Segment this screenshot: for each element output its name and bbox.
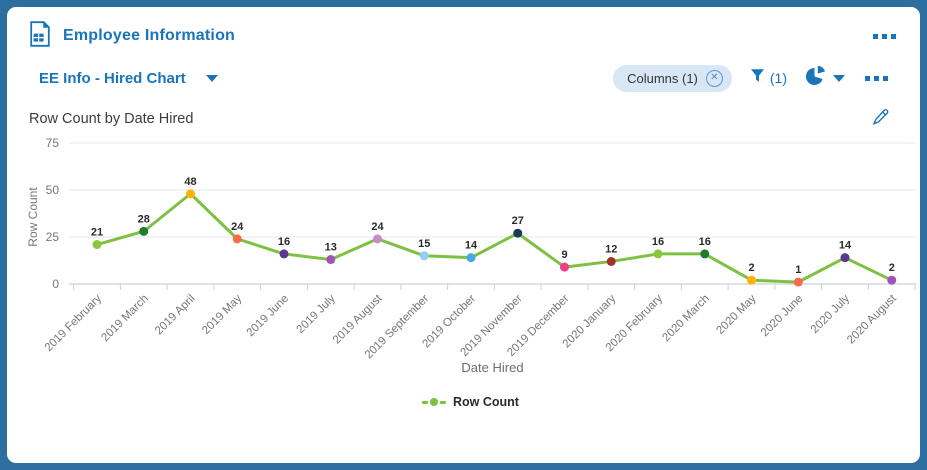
data-point-label: 48 [184, 176, 196, 188]
x-tick-label: 2019 May [200, 292, 244, 336]
data-point-label: 14 [839, 240, 852, 252]
y-tick-label: 75 [46, 136, 60, 150]
series-line [95, 192, 894, 284]
data-point[interactable] [560, 262, 569, 272]
data-point[interactable] [139, 226, 149, 236]
data-point-label: 24 [371, 221, 384, 233]
chevron-down-icon [205, 74, 218, 82]
data-point[interactable] [373, 234, 382, 244]
view-selector-label: EE Info - Hired Chart [39, 69, 186, 87]
data-point-label: 21 [91, 227, 103, 239]
data-point[interactable] [606, 256, 616, 266]
x-tick-label: 2020 August [845, 292, 899, 346]
y-axis-title: Row Count [26, 187, 40, 247]
legend-marker-icon [422, 398, 447, 406]
circle-x-icon[interactable]: ✕ [705, 69, 723, 87]
y-tick-label: 25 [46, 230, 60, 244]
data-point-label: 12 [605, 243, 617, 255]
data-point-label: 28 [138, 213, 150, 225]
filter-button[interactable]: (1) [750, 68, 787, 88]
data-point[interactable] [793, 277, 803, 287]
ellipsis-menu-icon[interactable] [871, 30, 898, 43]
x-tick-label: 2020 May [714, 292, 758, 336]
report-document-icon [29, 20, 51, 52]
x-tick-label: 2019 March [99, 293, 150, 344]
data-point[interactable] [419, 251, 429, 261]
columns-pill-label: Columns (1) [627, 70, 698, 86]
data-point-label: 2 [889, 262, 895, 274]
view-selector-dropdown[interactable]: EE Info - Hired Chart [39, 70, 218, 87]
data-point[interactable] [887, 275, 897, 285]
data-point-label: 27 [512, 215, 524, 227]
data-point[interactable] [840, 253, 850, 263]
data-point[interactable] [513, 228, 523, 238]
data-point[interactable] [747, 275, 756, 285]
data-point-label: 14 [465, 240, 478, 252]
x-tick-label: 2019 February [43, 292, 105, 354]
data-point[interactable] [279, 249, 289, 259]
data-point-label: 24 [231, 221, 244, 233]
x-tick-label: 2019 April [153, 293, 198, 338]
y-tick-label: 50 [46, 183, 60, 197]
toolbar-right: Columns (1) ✕ (1) [613, 64, 890, 92]
data-point[interactable] [326, 255, 336, 265]
x-tick-label: 2020 June [759, 293, 805, 339]
data-point-label: 9 [561, 249, 567, 261]
card-header-left: Employee Information [29, 20, 236, 52]
toolbar: EE Info - Hired Chart Columns (1) ✕ (1) [39, 63, 890, 93]
data-point-label: 16 [699, 236, 711, 248]
data-point-label: 16 [278, 236, 290, 248]
chart-type-dropdown[interactable] [805, 65, 845, 91]
data-point-label: 16 [652, 236, 664, 248]
data-point-label: 1 [795, 264, 801, 276]
chart-header: Row Count by Date Hired [29, 108, 890, 130]
data-point[interactable] [653, 249, 663, 259]
page-title: Employee Information [63, 27, 236, 44]
data-point[interactable] [232, 234, 242, 244]
chevron-down-icon [833, 74, 845, 82]
pencil-icon[interactable] [871, 107, 890, 131]
legend-label: Row Count [453, 395, 519, 409]
data-point-label: 2 [748, 262, 754, 274]
chart-title: Row Count by Date Hired [29, 111, 194, 127]
data-point[interactable] [92, 240, 102, 250]
filter-funnel-icon [750, 68, 765, 88]
data-point[interactable] [466, 253, 476, 263]
columns-filter-pill[interactable]: Columns (1) ✕ [613, 64, 732, 92]
x-tick-label: 2019 July [295, 292, 338, 335]
x-tick-label: 2020 March [660, 293, 711, 344]
x-tick-label: 2020 July [809, 292, 852, 335]
y-tick-label: 0 [52, 277, 59, 291]
x-tick-label: 2019 June [245, 293, 291, 339]
chart-legend[interactable]: Row Count [7, 395, 920, 409]
x-axis-title: Date Hired [461, 360, 524, 375]
data-point-label: 13 [325, 242, 337, 254]
filter-count-badge: (1) [769, 70, 787, 86]
card-header: Employee Information [29, 20, 898, 52]
data-point[interactable] [186, 189, 195, 199]
employee-information-card: Employee Information EE Info - Hired Cha… [7, 7, 920, 463]
data-point[interactable] [700, 249, 710, 259]
pie-chart-icon [805, 65, 827, 91]
ellipsis-menu-icon[interactable] [863, 72, 890, 85]
data-point-label: 15 [418, 238, 430, 250]
